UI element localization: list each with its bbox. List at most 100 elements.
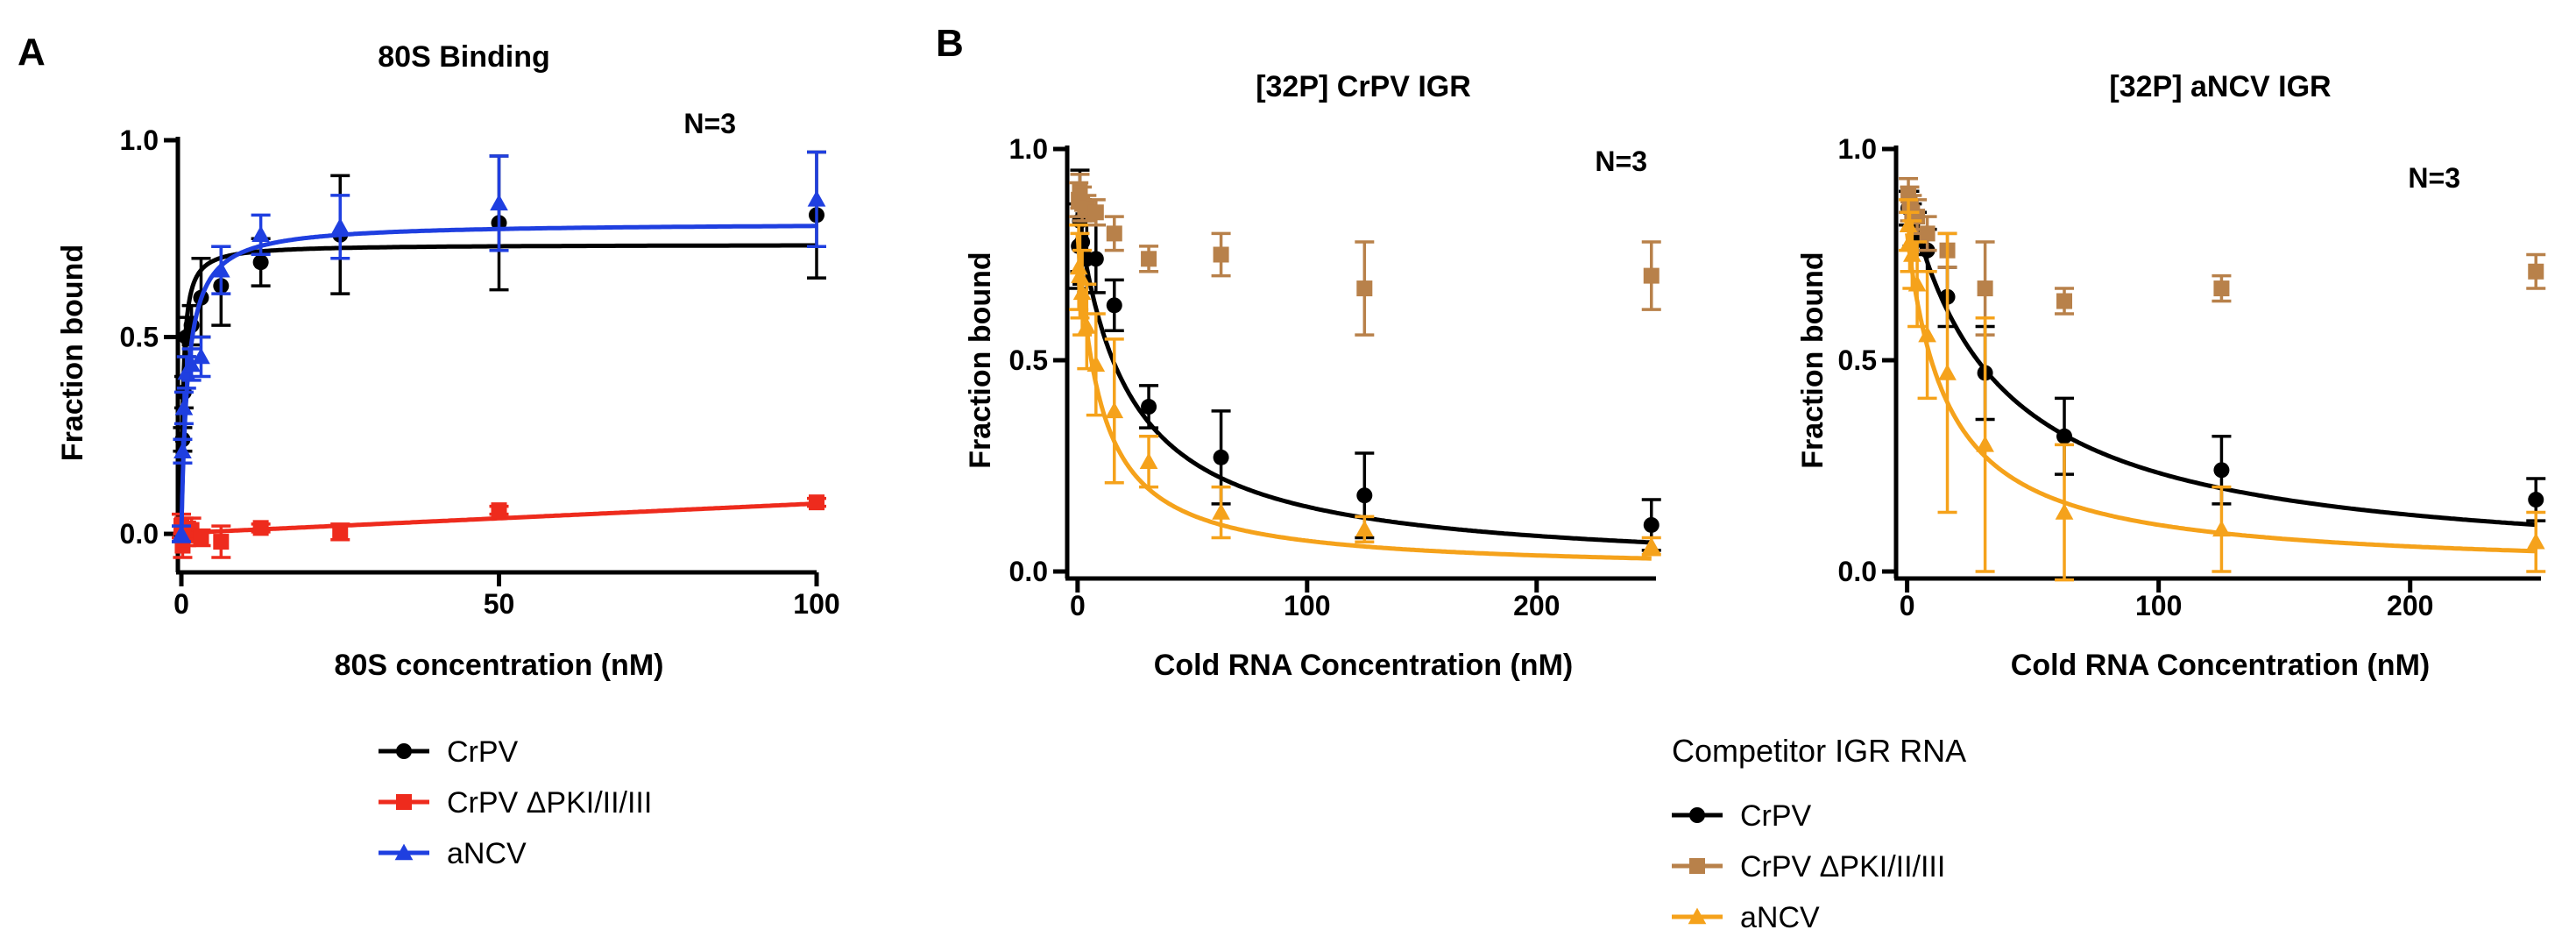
x-axis-label: 80S concentration (nM) — [335, 649, 664, 682]
data-point — [807, 190, 826, 207]
legend-label: aNCV — [1740, 901, 1820, 934]
legend-marker — [394, 843, 414, 861]
series-3 — [1069, 224, 1661, 561]
x-tick-label: 0 — [173, 588, 189, 620]
legend-entry: aNCV — [1672, 901, 1820, 934]
data-point — [1918, 325, 1936, 343]
data-point — [1355, 520, 1374, 537]
data-point — [1642, 536, 1661, 554]
n-annotation: N=3 — [2408, 162, 2460, 194]
y-tick-label: 0.0 — [1009, 556, 1048, 587]
y-tick-label: 0.5 — [1009, 344, 1048, 376]
y-tick-label: 0.0 — [120, 518, 159, 550]
data-point — [1105, 401, 1124, 419]
data-point — [1212, 503, 1230, 520]
chart-title: 80S Binding — [378, 40, 549, 74]
legend-entry: CrPV ΔPKI/II/III — [379, 786, 652, 820]
legend-label: CrPV — [447, 735, 519, 769]
data-point — [182, 355, 201, 373]
x-tick-label: 50 — [484, 588, 515, 620]
legend-1: CrPV CrPV ΔPKI/II/III aNCV — [379, 735, 652, 870]
data-point — [173, 442, 192, 459]
legend-marker — [1689, 807, 1705, 823]
data-point — [1139, 452, 1158, 469]
data-point — [1356, 487, 1373, 504]
data-point — [211, 260, 230, 278]
legend-entry: CrPV — [379, 735, 519, 769]
data-point — [2526, 532, 2545, 550]
y-axis-label: Fraction bound — [56, 245, 89, 461]
data-point — [172, 524, 191, 542]
data-point — [2528, 492, 2544, 508]
y-tick-label: 0.5 — [120, 322, 159, 353]
data-point — [1213, 246, 1229, 263]
legend-label: aNCV — [447, 837, 527, 870]
series-3 — [172, 150, 826, 543]
data-point — [251, 225, 270, 243]
data-point — [2213, 462, 2230, 479]
chart-3: [32P] aNCV IGR N=3 0.0 0.5 1.0 0 100 200 Cold RN… — [1796, 70, 2546, 682]
panel-letter-b: B — [936, 22, 964, 65]
y-tick-label: 1.0 — [1838, 133, 1877, 165]
data-point — [490, 194, 508, 211]
x-tick-label: 100 — [1284, 590, 1330, 621]
data-point — [213, 534, 230, 550]
data-point — [1141, 399, 1157, 415]
data-point — [1977, 280, 1993, 297]
series-1 — [1899, 189, 2546, 528]
n-annotation: N=3 — [683, 108, 736, 139]
series-3 — [1899, 198, 2546, 582]
y-tick-label: 0.0 — [1838, 556, 1877, 587]
legend-entry: aNCV — [379, 837, 527, 870]
data-point — [1213, 449, 1229, 465]
legend-title: Competitor IGR RNA — [1672, 733, 1966, 769]
y-tick-label: 0.5 — [1838, 344, 1877, 376]
series-2 — [172, 494, 826, 559]
data-point — [193, 529, 209, 546]
x-tick-label: 100 — [793, 588, 839, 620]
chart-title: [32P] CrPV IGR — [1256, 70, 1471, 103]
data-point — [1087, 204, 1104, 221]
data-point — [1087, 251, 1104, 267]
chart-1: 80S Binding N=3 0.0 0.5 1.0 0 50 100 80S concent… — [56, 40, 840, 682]
legend-entry: CrPV — [1672, 799, 1812, 833]
x-tick-label: 200 — [1513, 590, 1560, 621]
x-tick-label: 200 — [2387, 590, 2433, 621]
x-tick-label: 0 — [1070, 590, 1086, 621]
data-point — [2056, 428, 2073, 444]
data-point — [1077, 317, 1096, 334]
y-tick-label: 1.0 — [120, 124, 159, 156]
x-tick-label: 0 — [1900, 590, 1915, 621]
data-point — [332, 523, 349, 540]
x-tick-label: 100 — [2135, 590, 2182, 621]
data-point — [1106, 225, 1122, 242]
data-point — [1919, 225, 1936, 242]
legend-marker — [396, 794, 412, 810]
data-point — [2055, 503, 2074, 520]
legend-marker — [1689, 858, 1705, 874]
y-tick-label: 1.0 — [1009, 133, 1048, 165]
legend-label: CrPV — [1740, 799, 1812, 833]
n-annotation: N=3 — [1595, 146, 1647, 177]
data-point — [1907, 274, 1927, 292]
data-point — [1141, 251, 1157, 267]
x-axis-label: Cold RNA Concentration (nM) — [1154, 649, 1573, 682]
chart-2: [32P] CrPV IGR N=3 0.0 0.5 1.0 0 100 200 Cold RN… — [964, 70, 1661, 682]
legend-marker — [1688, 907, 1707, 925]
data-point — [2213, 280, 2230, 297]
chart-title: [32P] aNCV IGR — [2109, 70, 2331, 103]
data-point — [1356, 280, 1373, 297]
legend-marker — [396, 743, 412, 759]
data-point — [1643, 267, 1660, 284]
panel-letter-a: A — [18, 31, 46, 74]
y-axis-label: Fraction bound — [964, 252, 997, 468]
legend-label: CrPV ΔPKI/II/III — [447, 786, 652, 820]
series-2 — [1069, 173, 1661, 337]
data-point — [491, 502, 507, 519]
data-point — [2212, 520, 2231, 537]
y-axis-label: Fraction bound — [1796, 252, 1829, 468]
x-axis-label: Cold RNA Concentration (nM) — [2011, 649, 2430, 682]
data-point — [1086, 355, 1106, 373]
data-point — [1643, 516, 1660, 533]
legend-entry: CrPV ΔPKI/II/III — [1672, 850, 1945, 884]
